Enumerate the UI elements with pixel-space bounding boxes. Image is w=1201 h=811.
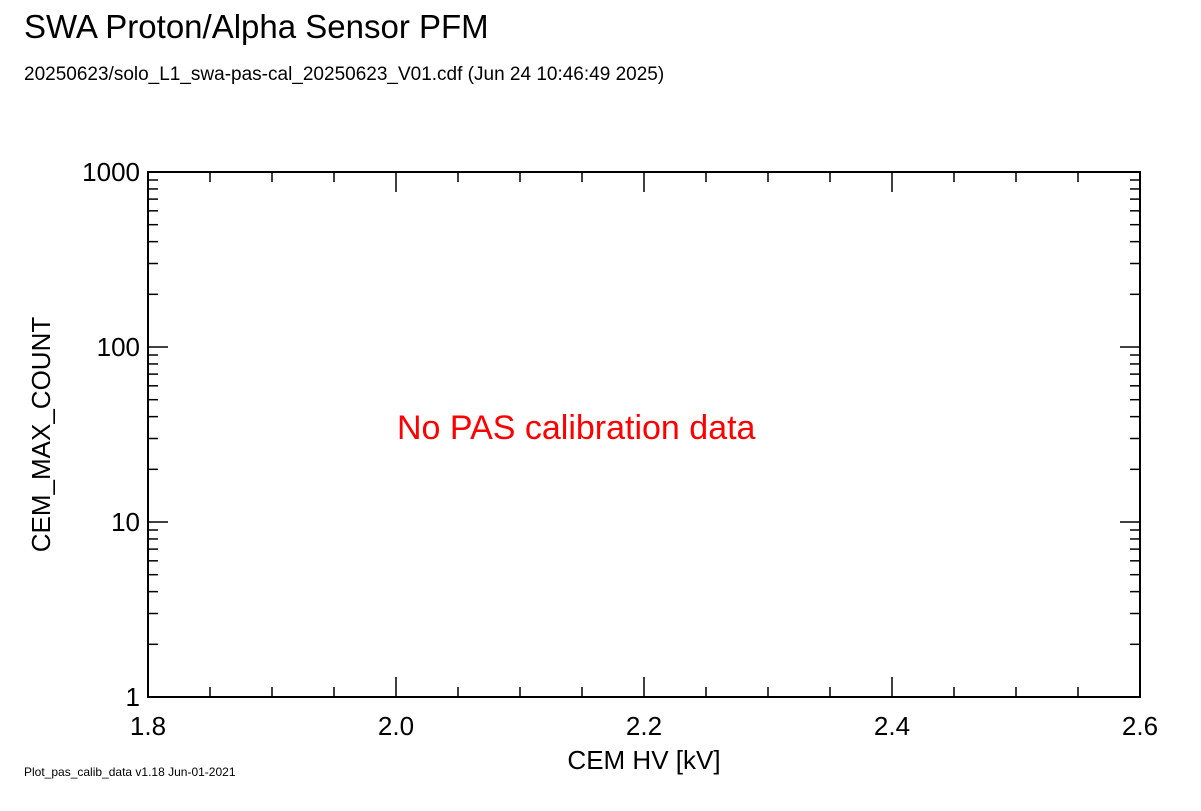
y-tick-label: 100 (97, 332, 140, 362)
y-tick-label: 1 (126, 682, 140, 712)
y-axis-label: CEM_MAX_COUNT (26, 317, 56, 553)
y-axis-ticks: 1 10 100 1000 (82, 157, 1140, 712)
chart-subtitle: 20250623/solo_L1_swa-pas-cal_20250623_V0… (24, 64, 665, 85)
y-tick-label: 10 (111, 507, 140, 537)
x-tick-label: 2.0 (378, 711, 414, 741)
x-axis-label: CEM HV [kV] (567, 745, 720, 775)
x-axis-ticks: 1.8 2.0 2.2 2.4 2.6 (130, 172, 1158, 741)
no-data-annotation: No PAS calibration data (397, 409, 756, 447)
footer-version-label: Plot_pas_calib_data v1.18 Jun-01-2021 (24, 765, 236, 779)
chart-title: SWA Proton/Alpha Sensor PFM (24, 8, 489, 45)
x-tick-label: 2.6 (1122, 711, 1158, 741)
x-tick-label: 2.4 (874, 711, 910, 741)
x-tick-label: 2.2 (626, 711, 662, 741)
y-tick-label: 1000 (82, 157, 140, 187)
x-tick-label: 1.8 (130, 711, 166, 741)
